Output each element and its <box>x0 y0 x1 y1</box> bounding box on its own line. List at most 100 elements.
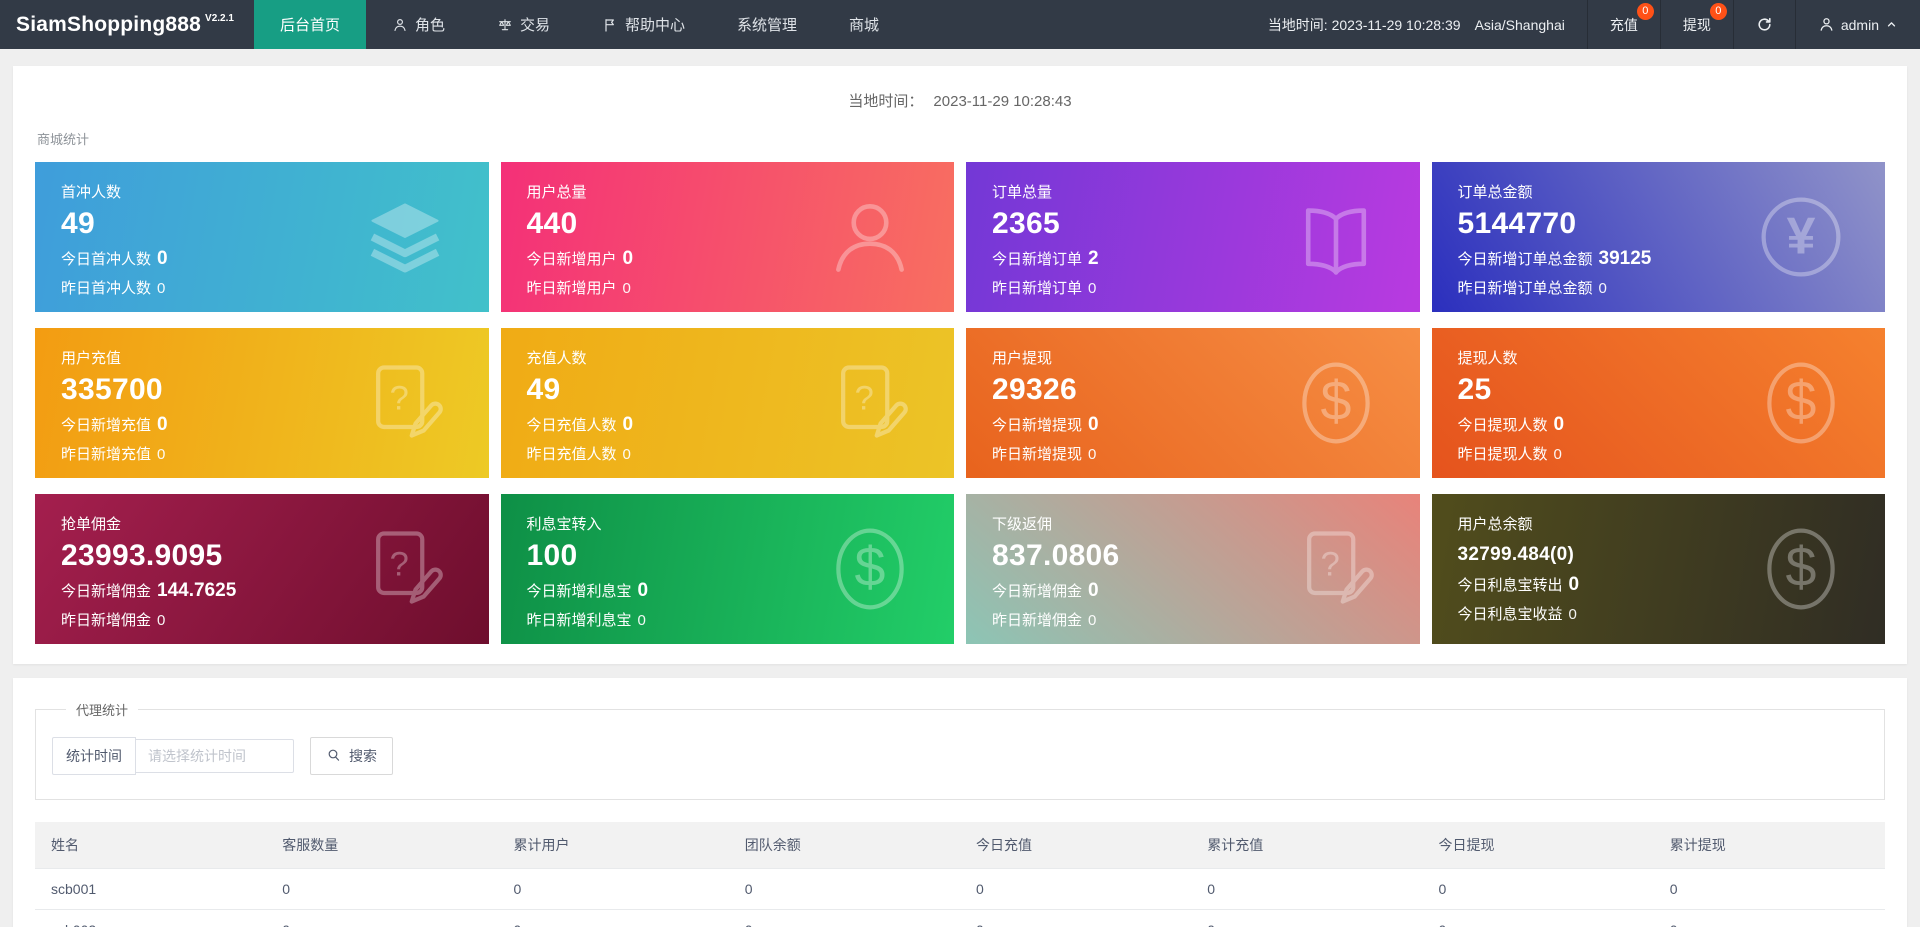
dollar-icon: $ <box>1755 357 1847 449</box>
card-value: 29326 <box>992 373 1077 406</box>
stat-card-total-orders: 订单总量 2365 今日新增订单 2 昨日新增订单 0 <box>966 162 1420 312</box>
card-today-line: 今日新增订单 2 <box>992 248 1099 269</box>
user-icon <box>392 17 408 33</box>
agent-table-cell: 0 <box>728 909 960 927</box>
card-yesterday-line: 昨日提现人数 0 <box>1457 446 1562 463</box>
card-title: 用户充值 <box>61 350 122 367</box>
stat-time-input[interactable] <box>136 739 294 773</box>
card-value: 32799.484(0) <box>1457 544 1575 565</box>
local-time-label: 当地时间： <box>848 93 924 110</box>
main-nav: 后台首页 角色 交易 帮助中心 系统管理 商城 <box>253 0 905 49</box>
local-time-value: 2023-11-29 10:28:43 <box>933 93 1072 110</box>
nav-item-label: 后台首页 <box>279 17 340 34</box>
agent-table-cell: scb001 <box>35 868 267 910</box>
agent-table-cell: 0 <box>266 868 498 910</box>
card-today-line: 今日新增充值 0 <box>61 414 168 435</box>
card-today-line: 今日新增提现 0 <box>992 414 1099 435</box>
agent-stats-fieldset: 代理统计 统计时间 搜索 <box>35 700 1885 800</box>
svg-text:$: $ <box>855 536 886 598</box>
card-value: 837.0806 <box>992 539 1120 572</box>
user-menu[interactable]: admin <box>1794 0 1920 49</box>
search-icon <box>326 747 342 766</box>
nav-item-label: 帮助中心 <box>625 17 686 34</box>
search-button[interactable]: 搜索 <box>310 737 393 775</box>
svg-text:?: ? <box>1320 546 1339 584</box>
card-yesterday-line: 昨日新增充值 0 <box>61 446 166 463</box>
shop-stats-panel: 当地时间： 2023-11-29 10:28:43 商城统计 首冲人数 49 今日首冲… <box>13 66 1907 664</box>
app-title: SiamShopping888 <box>16 12 202 36</box>
agent-table-col-header: 累计用户 <box>497 822 729 869</box>
agent-table-col-header: 今日提现 <box>1422 822 1654 869</box>
edit-doc-icon: ? <box>359 357 451 449</box>
agent-table-cell: 0 <box>1653 909 1885 927</box>
stat-card-withdraw-users: 提现人数 25 今日提现人数 0 昨日提现人数 0 $ <box>1431 328 1885 478</box>
agent-table: 姓名 客服数量 累计用户 团队余额 今日充值 累计充值 今日提现 累计提现 scb001 0 0 0… <box>35 822 1885 927</box>
agent-table-cell: 0 <box>960 868 1192 910</box>
recharge-badge: 0 <box>1636 3 1654 20</box>
card-title: 首冲人数 <box>61 184 122 201</box>
stat-card-interest-transfer-in: 利息宝转入 100 今日新增利息宝 0 昨日新增利息宝 0 $ <box>500 494 954 644</box>
stat-card-grab-commission: 抢单佣金 23993.9095 今日新增佣金 144.7625 昨日新增佣金 0? <box>35 494 489 644</box>
scales-icon <box>497 17 513 33</box>
navbar-local-time: 当地时间: 2023-11-29 10:28:39 Asia/Shanghai <box>1246 0 1587 49</box>
card-yesterday-line: 昨日新增提现 0 <box>992 446 1097 463</box>
nav-item-trade[interactable]: 交易 <box>471 0 576 49</box>
nav-item-home[interactable]: 后台首页 <box>253 0 366 49</box>
nav-item-roles[interactable]: 角色 <box>366 0 471 49</box>
card-title: 充值人数 <box>526 350 587 367</box>
navbar-timezone: Asia/Shanghai <box>1474 16 1565 33</box>
agent-table-cell: 0 <box>497 868 729 910</box>
user-icon <box>1818 16 1835 33</box>
svg-text:¥: ¥ <box>1787 206 1816 264</box>
card-yesterday-line: 昨日新增用户 0 <box>526 280 631 297</box>
navbar-right: 当地时间: 2023-11-29 10:28:39 Asia/Shanghai … <box>1246 0 1920 49</box>
recharge-button[interactable]: 充值 0 <box>1586 0 1660 49</box>
card-title: 抢单佣金 <box>61 516 122 533</box>
edit-doc-icon: ? <box>824 357 916 449</box>
nav-item-label: 角色 <box>414 17 445 34</box>
agent-table-header-row: 姓名 客服数量 累计用户 团队余额 今日充值 累计充值 今日提现 累计提现 <box>35 822 1885 869</box>
dollar-icon: $ <box>824 523 916 615</box>
agent-table-col-header: 今日充值 <box>960 822 1192 869</box>
layers-icon <box>359 191 451 283</box>
section-title: 商城统计 <box>37 132 90 147</box>
card-today-line: 今日新增佣金 144.7625 <box>61 580 237 601</box>
chevron-up-icon <box>1885 18 1898 31</box>
flag-icon <box>602 17 618 33</box>
navbar-time-text: 当地时间: 2023-11-29 10:28:39 <box>1267 16 1461 33</box>
card-title: 用户总余额 <box>1457 516 1533 533</box>
card-yesterday-line: 昨日新增订单总金额 0 <box>1457 280 1607 297</box>
agent-table-row: scb0020000000 <box>35 909 1885 927</box>
person-icon <box>824 191 916 283</box>
agent-table-cell: 0 <box>1191 909 1423 927</box>
stat-card-recharge-users: 充值人数 49 今日充值人数 0 昨日充值人数 0? <box>500 328 954 478</box>
card-yesterday-line: 昨日新增利息宝 0 <box>526 612 646 629</box>
stat-card-user-withdraw: 用户提现 29326 今日新增提现 0 昨日新增提现 0 $ <box>966 328 1420 478</box>
nav-item-mall[interactable]: 商城 <box>823 0 905 49</box>
card-yesterday-line: 今日利息宝收益 0 <box>1457 606 1577 623</box>
local-time-line: 当地时间： 2023-11-29 10:28:43 <box>35 66 1885 113</box>
refresh-button[interactable] <box>1732 0 1795 49</box>
svg-text:?: ? <box>855 380 874 418</box>
nav-item-help[interactable]: 帮助中心 <box>576 0 711 49</box>
card-title: 利息宝转入 <box>526 516 602 533</box>
card-title: 提现人数 <box>1457 350 1518 367</box>
nav-item-system[interactable]: 系统管理 <box>711 0 823 49</box>
navbar: SiamShopping888 V2.2.1 后台首页 角色 交易 帮助中心 系统管理 商… <box>0 0 1920 49</box>
card-today-line: 今日充值人数 0 <box>526 414 634 435</box>
card-today-line: 今日利息宝转出 0 <box>1457 574 1580 595</box>
svg-text:$: $ <box>1786 536 1817 598</box>
stat-card-total-users: 用户总量 440 今日新增用户 0 昨日新增用户 0 <box>500 162 954 312</box>
agent-table-col-header: 客服数量 <box>266 822 498 869</box>
agent-stats-panel: 代理统计 统计时间 搜索 姓名客服数量累计用户团队余额今日充值累计充值今日提现累… <box>13 678 1907 927</box>
search-button-label: 搜索 <box>349 748 377 764</box>
dollar-icon: $ <box>1755 523 1847 615</box>
recharge-label: 充值 <box>1609 16 1638 33</box>
card-title: 订单总金额 <box>1457 184 1533 201</box>
withdraw-badge: 0 <box>1709 3 1727 20</box>
dollar-icon: $ <box>1290 357 1382 449</box>
agent-stats-legend: 代理统计 <box>76 703 129 718</box>
card-today-line: 今日首冲人数 0 <box>61 248 168 269</box>
card-value: 25 <box>1457 373 1492 406</box>
withdraw-button[interactable]: 提现 0 <box>1659 0 1733 49</box>
